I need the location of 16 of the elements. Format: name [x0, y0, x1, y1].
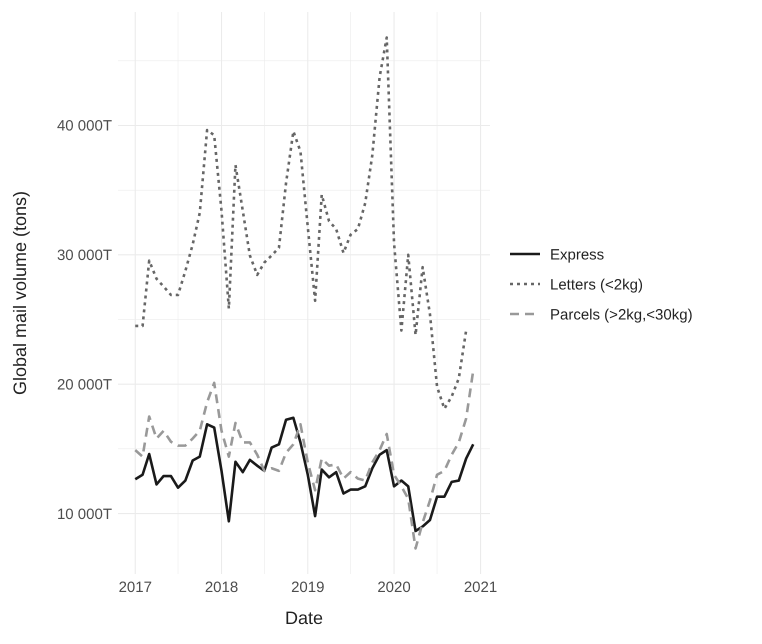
x-tick-label: 2020 [377, 579, 411, 596]
line-series [134, 416, 475, 532]
legend-label: Express [550, 246, 604, 264]
y-axis-title: Global mail volume (tons) [10, 190, 30, 396]
x-tick-label: 2019 [291, 579, 324, 596]
x-tick-label: 2021 [464, 579, 498, 596]
y-tick-label: 30 000T [56, 247, 112, 264]
x-tick-label: 2018 [204, 579, 238, 596]
line-series [134, 36, 468, 410]
x-axis-title: Date [284, 608, 324, 628]
x-tick-label: 2017 [118, 579, 152, 596]
y-tick-label: 40 000T [56, 118, 112, 135]
y-tick-label: 20 000T [56, 376, 112, 394]
y-tick-label: 10 000T [56, 506, 112, 523]
legend-label: Parcels (>2kg,<30kg) [550, 306, 693, 324]
legend-label: Letters (<2kg) [550, 276, 643, 294]
